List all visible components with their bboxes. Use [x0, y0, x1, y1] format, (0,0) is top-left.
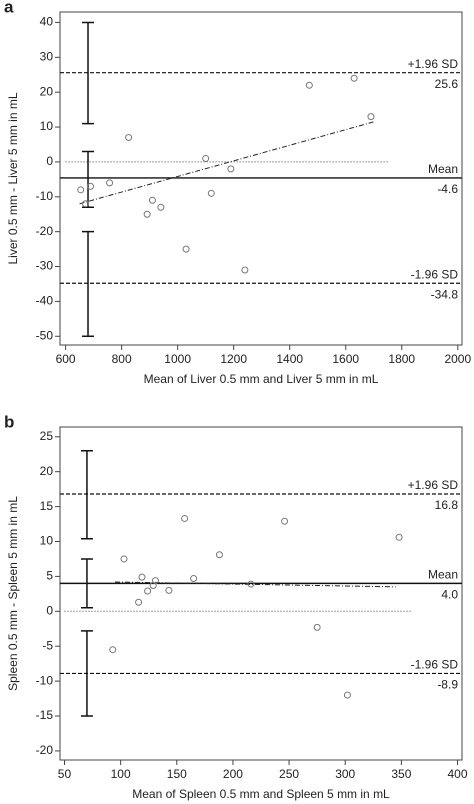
data-point	[247, 580, 255, 588]
reference-value: 16.8	[435, 498, 459, 512]
data-point	[106, 179, 114, 187]
y-tick-label: -20	[36, 224, 54, 238]
regression-line	[79, 121, 374, 205]
data-point	[367, 113, 375, 121]
data-point	[125, 134, 133, 142]
x-tick-label: 300	[335, 767, 355, 781]
ci-bar	[82, 230, 95, 338]
reference-value: -34.8	[431, 287, 459, 301]
data-point	[77, 186, 85, 194]
x-tick-label: 1600	[332, 352, 359, 366]
y-tick-label: 20	[40, 464, 54, 478]
reference-value: -4.6	[437, 182, 458, 196]
data-point	[135, 598, 143, 606]
y-tick-label: -40	[36, 294, 54, 308]
y-tick-label: 10	[40, 119, 54, 133]
y-tick-label: 20	[40, 84, 54, 98]
reference-value: 4.0	[441, 588, 458, 602]
data-point	[165, 586, 173, 594]
x-tick-label: 50	[58, 767, 72, 781]
reference-value: -8.9	[437, 678, 458, 692]
x-tick-label: 1000	[164, 352, 191, 366]
reference-label: Mean	[428, 568, 458, 582]
ci-bar	[80, 558, 93, 609]
data-point	[87, 182, 95, 190]
reference-label: +1.96 SD	[408, 57, 459, 71]
y-axis-label: Liver 0.5 mm - Liver 5 mm in mL	[6, 92, 20, 264]
y-tick-label: 0	[46, 603, 53, 617]
x-axis-label: Mean of Spleen 0.5 mm and Spleen 5 mm in…	[132, 787, 390, 801]
x-tick-label: 150	[167, 767, 187, 781]
ci-bar	[82, 150, 95, 209]
panel-label: a	[4, 0, 14, 16]
data-point	[81, 200, 89, 208]
x-tick-label: 2000	[444, 352, 471, 366]
y-tick-label: -10	[36, 189, 54, 203]
y-tick-label: -30	[36, 259, 54, 273]
reference-label: -1.96 SD	[411, 267, 459, 281]
data-point	[157, 203, 165, 211]
data-point	[281, 517, 289, 525]
x-tick-label: 250	[279, 767, 299, 781]
data-point	[151, 577, 159, 585]
y-tick-label: 25	[40, 429, 54, 443]
y-tick-label: -10	[36, 673, 54, 687]
panel-label: b	[4, 412, 14, 431]
ci-bar	[80, 449, 93, 540]
y-tick-label: -5	[42, 638, 53, 652]
reference-value: 25.6	[435, 77, 459, 91]
regression-line	[115, 581, 396, 588]
x-tick-label: 800	[112, 352, 132, 366]
y-tick-label: -20	[36, 743, 54, 757]
data-point	[305, 81, 313, 89]
data-point	[144, 587, 152, 595]
x-axis-label: Mean of Liver 0.5 mm and Liver 5 mm in m…	[144, 372, 379, 386]
data-point	[395, 533, 403, 541]
data-point	[313, 623, 321, 631]
data-point	[138, 573, 146, 581]
data-point	[343, 691, 351, 699]
x-tick-label: 600	[56, 352, 76, 366]
y-tick-label: 15	[40, 499, 54, 513]
data-point	[215, 551, 223, 559]
data-point	[241, 266, 249, 274]
x-tick-label: 100	[111, 767, 131, 781]
data-point	[207, 189, 215, 197]
x-tick-label: 350	[391, 767, 411, 781]
reference-label: +1.96 SD	[408, 478, 459, 492]
x-tick-label: 400	[447, 767, 467, 781]
y-tick-label: -50	[36, 328, 54, 342]
data-point	[120, 555, 128, 563]
ci-bar	[80, 630, 93, 717]
data-point	[181, 514, 189, 522]
y-tick-label: -15	[36, 708, 54, 722]
reference-label: -1.96 SD	[411, 658, 459, 672]
data-point	[202, 154, 210, 162]
reference-label: Mean	[428, 162, 458, 176]
y-tick-label: 30	[40, 50, 54, 64]
data-point	[143, 210, 151, 218]
y-axis-label: Spleen 0.5 mm - Spleen 5 mm in mL	[6, 496, 20, 691]
y-tick-label: 5	[46, 569, 53, 583]
x-tick-label: 200	[223, 767, 243, 781]
plot-frame	[59, 426, 463, 761]
x-tick-label: 1200	[220, 352, 247, 366]
data-point	[350, 74, 358, 82]
y-tick-label: 0	[46, 154, 53, 168]
x-tick-label: 1800	[388, 352, 415, 366]
y-tick-label: 10	[40, 534, 54, 548]
x-tick-label: 1400	[276, 352, 303, 366]
ci-bar	[82, 21, 95, 125]
data-point	[190, 574, 198, 582]
data-point	[148, 196, 156, 204]
data-point	[227, 165, 235, 173]
data-point	[109, 646, 117, 654]
data-point	[182, 245, 190, 253]
y-tick-label: 40	[40, 15, 54, 29]
